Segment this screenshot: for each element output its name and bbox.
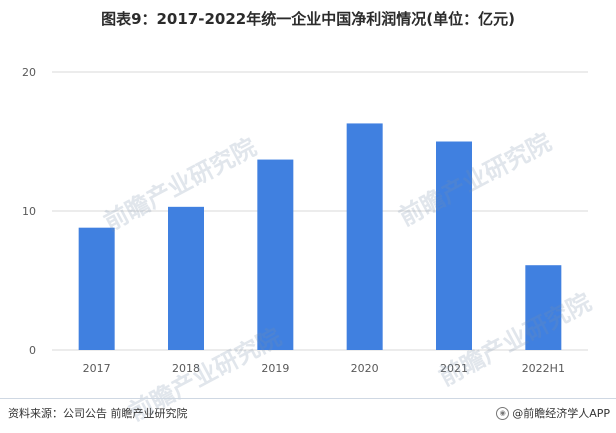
footer: 资料来源：公司公告 前瞻产业研究院 ◉ @前瞻经济学人APP [0,398,616,433]
chart-title: 图表9：2017-2022年统一企业中国净利润情况(单位：亿元) [101,10,515,28]
weibo-icon: ◉ [496,406,510,420]
y-tick-label: 0 [29,344,36,357]
source-text: 资料来源：公司公告 前瞻产业研究院 [8,407,188,420]
brand: ◉ @前瞻经济学人APP [496,405,610,421]
bar-2019 [257,159,294,350]
bar-chart: 0 10 20 2017 2018 2019 2020 2021 2022H1 [22,66,588,375]
y-tick-label: 10 [22,205,36,218]
bar-2020 [346,123,383,351]
x-tick-label: 2021 [440,362,468,375]
bar-2021 [436,141,472,350]
y-tick-label: 20 [22,66,36,79]
x-tick-label: 2019 [261,362,289,375]
x-tick-label: 2022H1 [522,362,565,375]
x-tick-label: 2017 [83,362,111,375]
bar-2018 [168,206,204,350]
bar-2022H1 [525,265,562,350]
bar-2017 [78,227,115,350]
brand-text: @前瞻经济学人APP [512,407,610,420]
x-tick-label: 2018 [172,362,200,375]
x-tick-label: 2020 [351,362,379,375]
